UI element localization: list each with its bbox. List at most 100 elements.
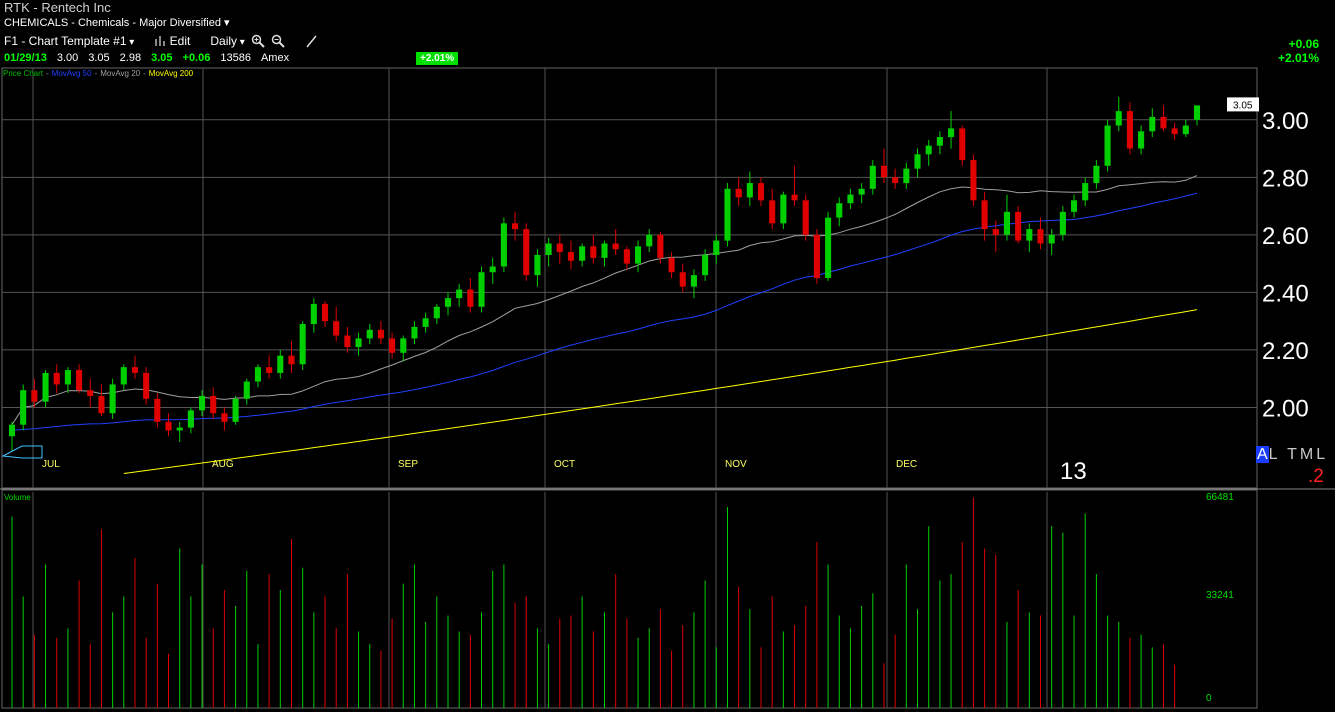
month-label: NOV <box>725 459 747 470</box>
candle-body <box>42 372 49 402</box>
candle-body <box>344 335 351 348</box>
candle-body <box>825 217 832 278</box>
quote-exchange: Amex <box>260 52 290 64</box>
percent-change-badge: +2.01% <box>416 52 459 65</box>
candle-body <box>400 338 407 353</box>
y-tick-label: 2.80 <box>1262 165 1309 192</box>
candle-body <box>567 252 575 261</box>
candle-body <box>288 355 295 365</box>
candle-body <box>1070 200 1078 212</box>
candle-body <box>131 367 139 373</box>
candle-body <box>444 298 452 307</box>
candle-body <box>254 367 261 382</box>
candle-body <box>892 177 899 184</box>
candle-body <box>422 318 429 327</box>
candle-body <box>579 246 586 261</box>
candle-body <box>1048 234 1055 244</box>
candle-body <box>165 421 172 431</box>
candle-body <box>389 338 396 353</box>
quote-low: 2.98 <box>119 52 142 64</box>
bar-chart-icon <box>155 36 166 46</box>
candle-body <box>20 390 27 425</box>
candle-body <box>87 390 94 396</box>
candle-body <box>1037 229 1044 244</box>
candle-body <box>321 303 329 322</box>
quote-close: 3.05 <box>151 52 173 64</box>
candle-body <box>880 165 888 178</box>
candle-body <box>724 188 731 241</box>
candle-body <box>1093 165 1100 184</box>
candle-body <box>333 321 340 336</box>
zoom-in-icon[interactable] <box>251 34 265 48</box>
candle-body <box>802 200 809 235</box>
candle-body <box>456 289 463 299</box>
symbol-title[interactable]: RTK - Rentech Inc <box>4 0 111 15</box>
candle-body <box>366 329 373 339</box>
candle-body <box>612 243 619 250</box>
candle-body <box>1138 131 1145 149</box>
candle-body <box>623 249 630 264</box>
y-tick-label: 2.60 <box>1262 223 1309 250</box>
price-panel-frame <box>1 67 1258 489</box>
candle-body <box>310 303 317 325</box>
ma200-line <box>123 309 1198 474</box>
candle-body <box>187 410 194 428</box>
candle-body <box>1015 211 1022 241</box>
legend-item-ma200[interactable]: MovAvg 200 <box>148 69 194 78</box>
candle-body <box>780 194 787 224</box>
draw-pencil-icon[interactable] <box>299 34 319 48</box>
candle-body <box>757 183 765 201</box>
candle-body <box>1171 128 1178 135</box>
candle-body <box>679 272 686 287</box>
edit-label: Edit <box>169 34 191 48</box>
candle-body <box>266 367 273 373</box>
candle-body <box>646 234 653 247</box>
candle-body <box>713 240 720 255</box>
candle-body <box>836 203 843 218</box>
scroll-handle-icon <box>1 445 43 459</box>
volume-panel-frame <box>1 489 1258 709</box>
candle-body <box>478 272 485 307</box>
volume-label: Volume <box>4 493 31 502</box>
y-tick-label: 2.00 <box>1262 395 1309 422</box>
candle-body <box>1193 105 1201 120</box>
y-tick-label: 3.00 <box>1262 108 1309 135</box>
candle-body <box>143 372 150 399</box>
edit-button[interactable]: Edit <box>154 34 190 48</box>
zoom-out-icon[interactable] <box>271 34 285 48</box>
candle-body <box>534 254 541 276</box>
candle-body <box>769 200 776 224</box>
industry-text: CHEMICALS - Chemicals - Major Diversifie… <box>4 17 221 29</box>
ticker-letters[interactable]: AL TML <box>1256 446 1328 464</box>
template-dropdown[interactable]: F1 - Chart Template #1 <box>4 34 134 48</box>
candle-body <box>981 200 988 230</box>
month-label: SEP <box>398 459 418 470</box>
candle-body <box>355 338 362 348</box>
candle-body <box>702 254 709 276</box>
price-tag-bg <box>1227 97 1259 112</box>
year-label: 13 <box>1060 458 1087 485</box>
legend-item-price[interactable]: Price Chart <box>3 69 44 78</box>
candle-body <box>523 229 530 276</box>
candle-body <box>970 160 977 201</box>
legend-item-ma20[interactable]: MovAvg 20 <box>100 69 141 78</box>
candle-body <box>154 398 161 422</box>
candle-body <box>98 395 105 414</box>
candle-body <box>556 243 563 253</box>
candle-body <box>869 165 876 189</box>
candle-body <box>657 234 664 258</box>
candle-body <box>120 367 127 385</box>
quote-volume: 13586 <box>220 52 251 64</box>
ticker-letters-rest: L TML <box>1268 446 1329 463</box>
candle-body <box>433 306 440 319</box>
price-tag: 3.05 <box>1233 100 1253 111</box>
legend-item-ma50[interactable]: MovAvg 50 <box>51 69 92 78</box>
period-dropdown[interactable]: Daily <box>210 34 244 48</box>
candle-body <box>31 390 38 402</box>
candle-body <box>76 370 83 391</box>
candle-body <box>199 395 206 411</box>
candle-body <box>668 257 675 273</box>
industry-label[interactable]: CHEMICALS - Chemicals - Major Diversifie… <box>4 16 230 29</box>
candle-body <box>500 223 507 267</box>
